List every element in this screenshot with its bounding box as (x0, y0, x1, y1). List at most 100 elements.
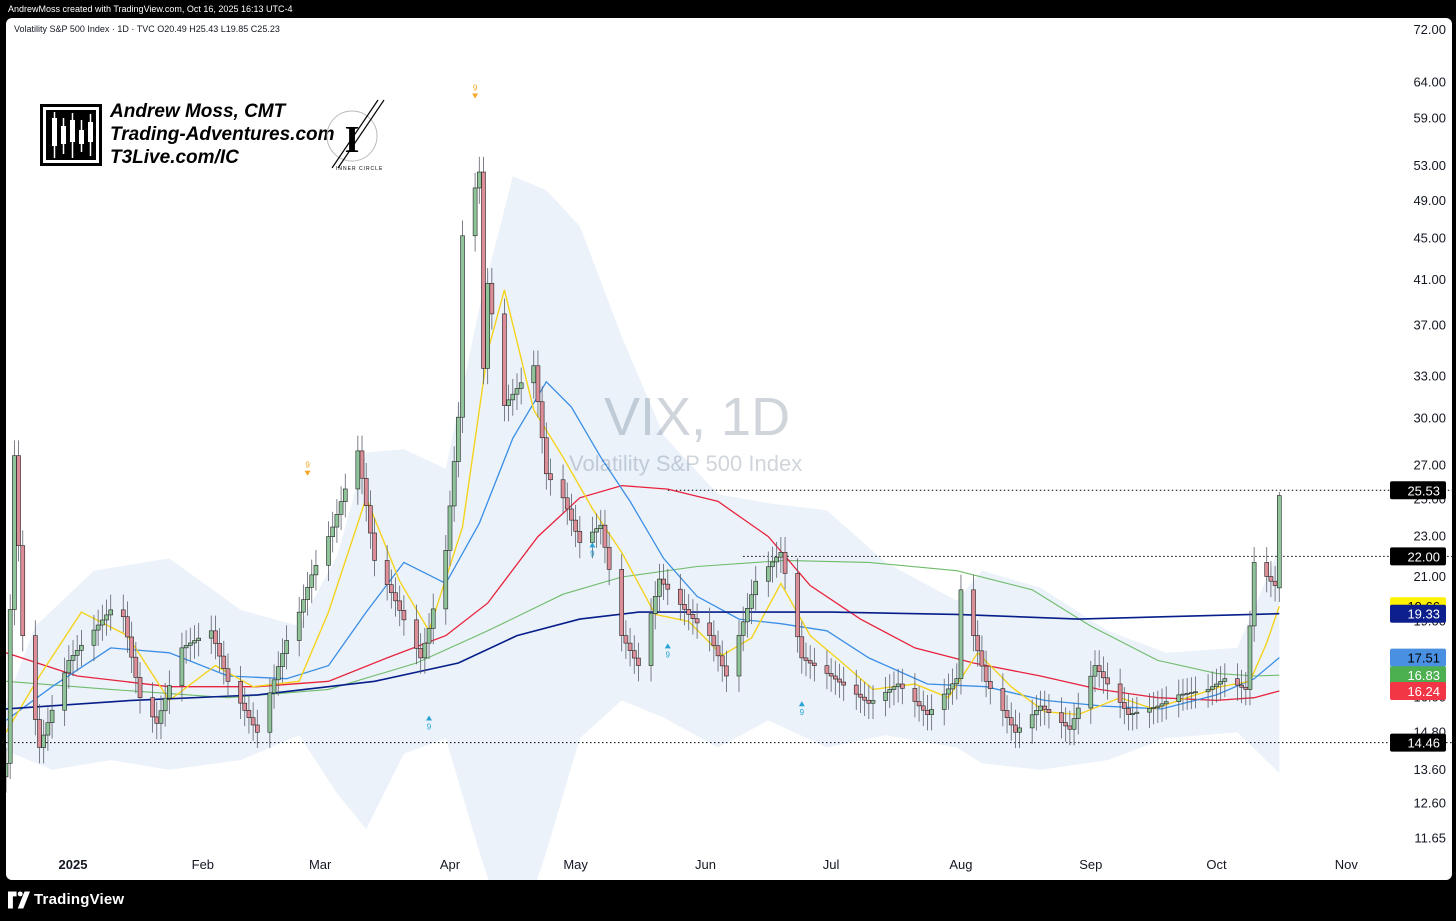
candle-body (213, 630, 218, 644)
candle-body (560, 479, 566, 499)
chart-area[interactable]: 9 9 9 9 9 9 72.00 64.00 59.00 53.00 49.00 45.00 41.… (6, 18, 1452, 880)
candle-body (1042, 705, 1048, 710)
candle-body (1013, 724, 1018, 733)
td-sequential-marks: 9 9 9 9 9 9 (304, 84, 805, 732)
td-buy-arrow (426, 715, 433, 721)
candle-body (682, 604, 687, 610)
candle-body (305, 586, 310, 601)
candle-body (326, 536, 331, 566)
watermark-name: Volatility S&P 500 Index (569, 451, 803, 476)
candle-body (133, 656, 139, 678)
y-tick-label: 13.60 (1413, 762, 1446, 777)
candle-body (631, 650, 637, 659)
candle-body (1155, 705, 1161, 708)
candle-body (368, 505, 373, 534)
candle-body (342, 488, 348, 502)
author-site: Trading-Adventures.com (110, 124, 335, 145)
axes: 72.00 64.00 59.00 53.00 49.00 45.00 41.00 37.00… (59, 22, 1446, 872)
y-tick-label: 45.00 (1413, 231, 1446, 246)
td-buy-arrow (798, 701, 805, 707)
candle-body (309, 574, 315, 588)
price-label-box (1390, 648, 1446, 667)
candle-body (1268, 576, 1274, 582)
candle-body (1071, 718, 1077, 730)
inner-circle-caption: INNER CIRCLE (336, 166, 384, 172)
price-label-text: 22.00 (1407, 549, 1440, 564)
candle-body (506, 399, 511, 406)
candle-body (941, 693, 947, 710)
y-tick-label: 12.60 (1413, 796, 1446, 811)
candle-body (749, 594, 754, 609)
candle-body (971, 589, 976, 636)
candle-body (652, 596, 658, 614)
candle-body (774, 556, 779, 563)
candle-body (33, 635, 38, 720)
candle-body (476, 171, 482, 189)
candle-body (694, 618, 700, 624)
candle-body (887, 689, 893, 693)
candle-body (246, 710, 252, 719)
vix-chart-svg[interactable]: 9 9 9 9 9 9 72.00 64.00 59.00 53.00 49.00 45.00 41.… (6, 18, 1452, 880)
ma200-line (6, 611, 1280, 710)
candle-body (912, 688, 918, 702)
tradingview-brand: TradingView (34, 891, 125, 908)
candle-body (770, 561, 775, 568)
candle-body (1038, 705, 1043, 711)
candle-body (916, 701, 922, 707)
candle-body (1272, 580, 1278, 586)
candle-body (217, 643, 222, 657)
candle-body (443, 550, 449, 610)
candle-body (745, 608, 750, 623)
candle-body (1184, 693, 1190, 695)
candle-body (196, 637, 201, 641)
candle-body (828, 673, 834, 677)
candle-body (841, 681, 846, 686)
td-sell-arrow (472, 93, 479, 99)
candle-body (1004, 710, 1010, 719)
candle-body (636, 657, 641, 666)
candle-body (1034, 710, 1039, 716)
candle-body (129, 636, 134, 658)
candle-body (1046, 709, 1052, 713)
candle-body (192, 640, 197, 644)
candle-body (62, 672, 67, 711)
candle-body (167, 685, 172, 699)
candle-body (301, 599, 306, 613)
candle-body (104, 614, 109, 621)
candle-body (987, 681, 993, 689)
x-tick-label: Jun (695, 857, 716, 872)
candle-body (590, 531, 595, 543)
td-sell-arrow (304, 470, 311, 476)
price-label-text: 14.46 (1407, 736, 1440, 751)
candle-body (1092, 665, 1098, 677)
ma100-line (6, 559, 1280, 699)
candle-body (1180, 693, 1186, 696)
candle-body (594, 528, 599, 533)
candle-body (1075, 707, 1081, 719)
candle-body (158, 710, 164, 724)
candle-body (853, 684, 859, 695)
x-tick-label: Oct (1206, 857, 1227, 872)
candle-body (678, 588, 683, 605)
td-count-label: 9 (473, 84, 478, 93)
candle-body (1130, 713, 1135, 715)
candle-body (598, 524, 604, 529)
candle-body (1247, 625, 1253, 690)
candle-body (715, 645, 721, 657)
footer-bar: TradingView (0, 880, 1456, 921)
candle-body (623, 635, 629, 644)
candle-body (12, 455, 17, 610)
candle-body (418, 648, 423, 659)
candle-body (125, 616, 130, 638)
price-label-box (1390, 682, 1446, 701)
candle-body (66, 660, 72, 674)
candle-body (983, 665, 989, 682)
candle-body (753, 580, 759, 596)
price-label-box (1390, 666, 1446, 685)
candle-body (799, 636, 805, 659)
candle-body (359, 450, 365, 479)
candle-body (456, 416, 461, 462)
candle-body (16, 455, 21, 546)
candle-body (824, 665, 830, 674)
candle-body (736, 635, 742, 677)
